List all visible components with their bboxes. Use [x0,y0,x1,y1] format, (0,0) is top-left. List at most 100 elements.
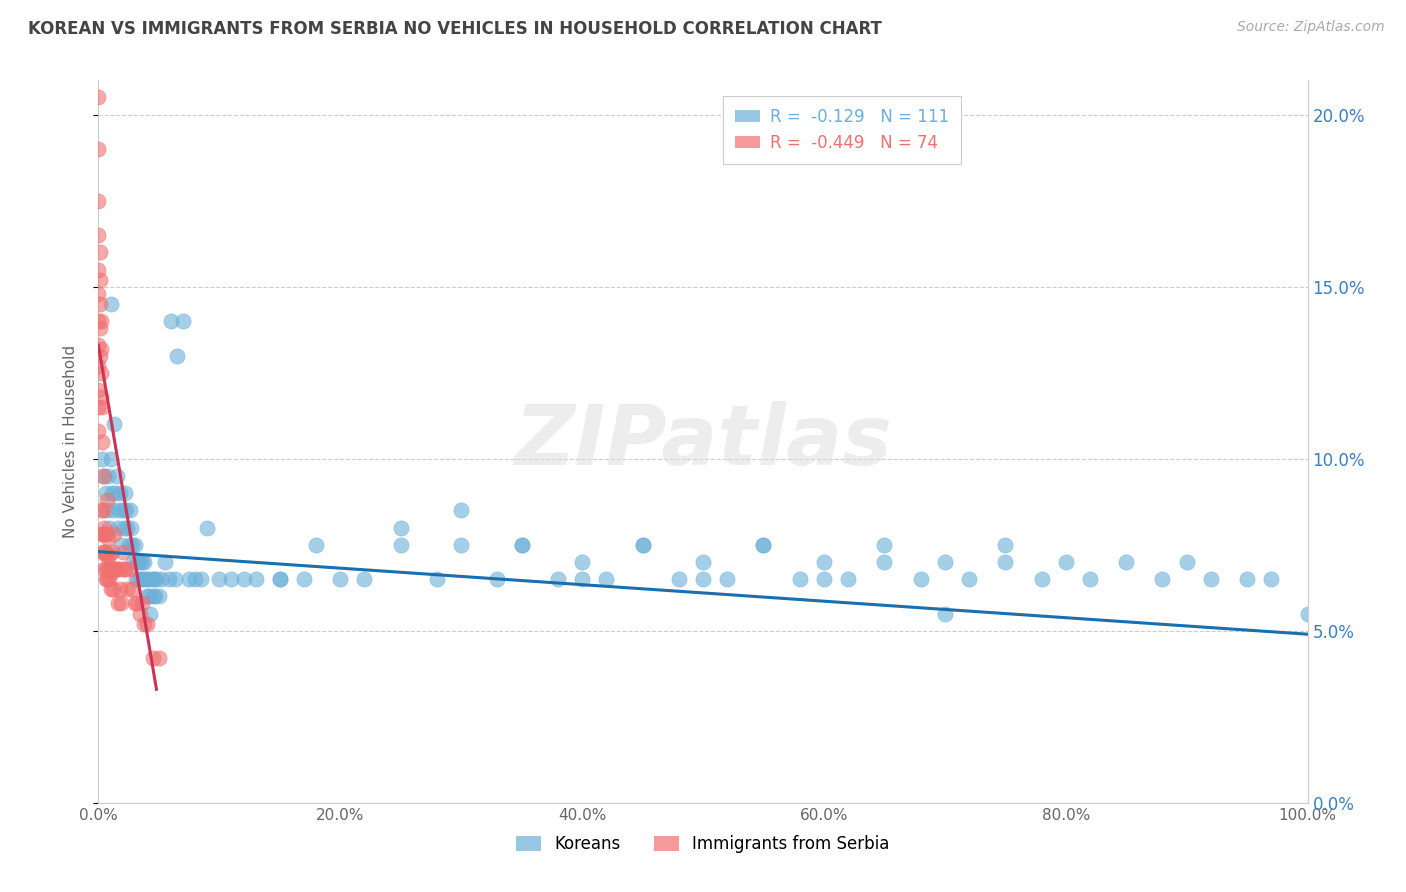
Point [124,596,146,610]
Point [127,572,149,586]
Point [127,596,149,610]
Point [143,572,166,586]
Point [110,596,132,610]
Point [547,572,569,586]
Point [128,555,150,569]
Point [105,469,128,483]
Legend: Koreans, Immigrants from Serbia: Koreans, Immigrants from Serbia [509,828,897,860]
Point [118,562,141,576]
Point [124,538,146,552]
Point [103,417,125,432]
Point [97,562,120,576]
Point [269,572,291,586]
Point [813,572,835,586]
Point [97,469,120,483]
Point [87,314,110,328]
Point [426,572,449,586]
Point [96,572,118,586]
Point [131,596,153,610]
Point [1031,572,1053,586]
Point [98,572,121,586]
Point [132,572,155,586]
Point [115,503,138,517]
Point [125,572,148,586]
Point [97,531,120,545]
Point [100,562,122,576]
Point [994,538,1017,552]
Point [450,538,472,552]
Point [101,503,124,517]
Point [143,590,166,604]
Point [148,651,170,665]
Point [96,527,118,541]
Point [837,572,859,586]
Point [208,572,231,586]
Point [98,520,121,534]
Point [87,90,110,104]
Point [90,390,112,404]
Point [172,314,194,328]
Point [142,651,165,665]
Point [87,359,110,373]
Point [122,555,145,569]
Point [118,538,141,552]
Point [112,520,135,534]
Point [107,520,129,534]
Point [692,555,714,569]
Point [91,400,114,414]
Point [163,572,186,586]
Point [595,572,617,586]
Point [89,245,111,260]
Point [752,538,775,552]
Point [245,572,267,586]
Point [128,607,150,621]
Point [571,572,593,586]
Point [1260,572,1282,586]
Point [138,590,160,604]
Point [752,538,775,552]
Point [148,590,170,604]
Point [142,590,165,604]
Point [1115,555,1137,569]
Point [136,572,159,586]
Point [232,572,254,586]
Point [94,544,117,558]
Point [127,555,149,569]
Point [93,544,115,558]
Point [100,451,122,466]
Point [89,321,111,335]
Point [139,607,162,621]
Point [450,503,472,517]
Point [93,520,115,534]
Point [934,555,956,569]
Point [145,572,167,586]
Point [292,572,315,586]
Point [91,503,114,517]
Point [571,555,593,569]
Point [89,297,111,311]
Point [692,572,714,586]
Point [329,572,352,586]
Point [105,562,128,576]
Point [510,538,533,552]
Point [98,548,121,562]
Point [97,548,120,562]
Point [100,582,122,597]
Point [153,555,176,569]
Point [1296,607,1319,621]
Point [90,366,112,380]
Point [117,520,139,534]
Point [994,555,1017,569]
Point [668,572,690,586]
Point [111,544,134,558]
Point [108,503,131,517]
Point [1152,572,1174,586]
Point [112,562,135,576]
Point [135,616,157,631]
Point [87,338,110,352]
Point [87,286,110,301]
Point [111,503,134,517]
Point [96,493,118,508]
Point [91,527,114,541]
Point [1078,572,1101,586]
